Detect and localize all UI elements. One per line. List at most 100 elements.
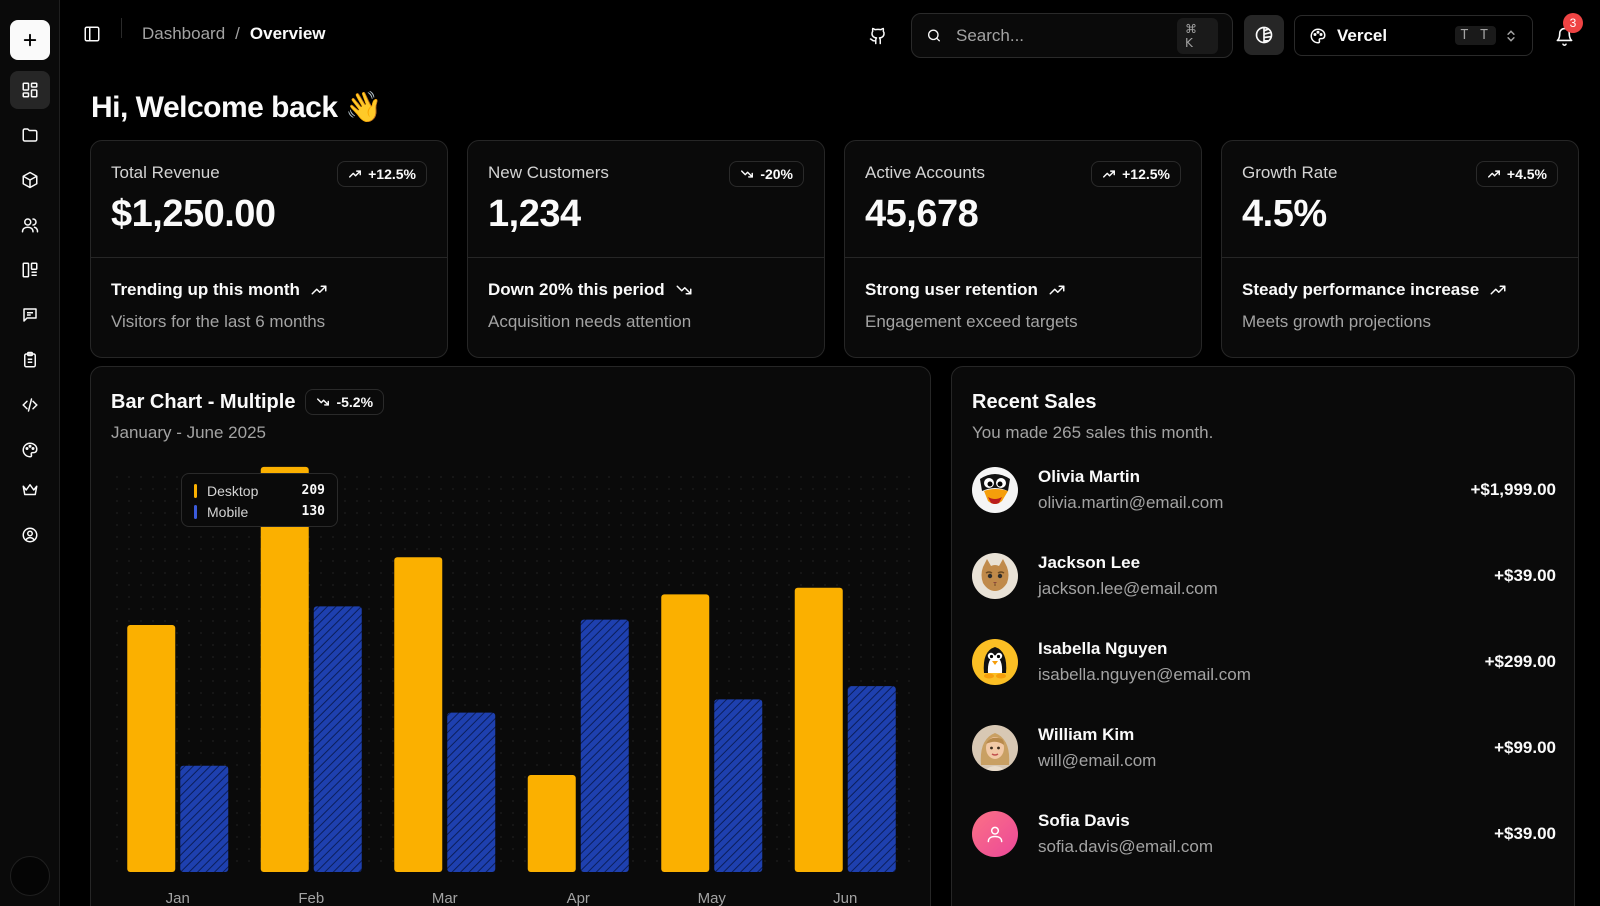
sidebar-item-projects[interactable] [10,116,50,154]
plus-icon [23,33,37,47]
sale-avatar [972,811,1018,857]
search-icon [928,29,940,42]
bar-desktop-jan[interactable] [127,624,176,872]
kpi-value: 1,234 [488,193,581,235]
bar-mobile-apr[interactable] [580,619,629,872]
sale-avatar [972,725,1018,771]
sale-email: will@email.com [1038,751,1157,770]
bar-mobile-may[interactable] [714,699,763,872]
theme-toggle-button[interactable] [1244,15,1284,55]
kpi-card-active-accounts: Active Accounts 45,678 +12.5% Strong use… [844,140,1202,358]
trending-down-icon [317,398,330,406]
sale-row[interactable]: Sofia Davis sofia.davis@email.com +$39.0… [972,809,1556,859]
chevrons-up-down-icon [1507,29,1515,42]
team-switcher[interactable]: Vercel T T [1294,15,1533,56]
kpi-label: Growth Rate [1242,163,1338,182]
sidebar-item-profile[interactable] [10,516,50,554]
sale-row[interactable]: Isabella Nguyen isabella.nguyen@email.co… [972,637,1556,687]
sale-amount: +$39.00 [1494,824,1556,843]
kpi-badge-label: +4.5% [1506,166,1547,182]
kpi-value: $1,250.00 [111,193,276,235]
trending-up-icon [1487,170,1500,178]
search-shortcut: ⌘ K [1177,17,1218,54]
sidebar-item-theme[interactable] [10,431,50,469]
sidebar-item-users[interactable] [10,206,50,244]
panel-left-icon [84,26,100,42]
kpi-trend-label: Down 20% this period [488,280,665,299]
breadcrumb-dashboard[interactable]: Dashboard [142,24,226,43]
sale-email: isabella.nguyen@email.com [1038,665,1251,684]
bar-mobile-jun[interactable] [847,686,896,872]
clipboard-icon [24,351,36,368]
bar-desktop-apr[interactable] [527,775,576,872]
kpi-trend: Strong user retention [865,280,1181,300]
sidebar-item-chat[interactable] [10,296,50,334]
sale-amount: +$1,999.00 [1470,480,1556,499]
chart-badge: -5.2% [305,389,385,415]
sidebar-item-code[interactable] [10,386,50,424]
sidebar-toggle-button[interactable] [80,22,104,46]
code-icon [22,398,38,412]
kpi-trend: Trending up this month [111,280,427,300]
sale-email: olivia.martin@email.com [1038,493,1224,512]
bar-desktop-may[interactable] [661,594,710,872]
recent-sales-card: Recent Sales You made 265 sales this mon… [951,366,1575,906]
sale-avatar [972,639,1018,685]
bar-mobile-feb[interactable] [313,606,362,872]
sidebar-item-kanban[interactable] [10,251,50,289]
chart-badge-label: -5.2% [336,394,374,410]
kpi-value: 45,678 [865,193,979,235]
crown-icon [22,484,38,496]
bar-mobile-mar[interactable] [447,712,496,872]
kpi-badge-label: -20% [760,166,793,182]
sidebar-item-products[interactable] [10,161,50,199]
sale-name: William Kim [1038,725,1135,744]
kpi-description: Visitors for the last 6 months [111,312,326,331]
kpi-label: Total Revenue [111,163,220,182]
kpi-label: New Customers [488,163,609,182]
kpi-badge-label: +12.5% [368,166,416,182]
bar-chart: Jan Feb Mar Apr May Jun [111,466,912,906]
sale-email: sofia.davis@email.com [1038,837,1214,856]
sale-row[interactable]: Jackson Lee jackson.lee@email.com +$39.0… [972,551,1556,601]
bar-desktop-feb[interactable] [260,466,309,872]
bar-desktop-mar[interactable] [394,557,443,872]
sidebar-item-forms[interactable] [10,341,50,379]
palette-icon [1310,27,1326,44]
kpi-trend: Steady performance increase [1242,280,1558,300]
sale-amount: +$299.00 [1484,652,1556,671]
kpi-trend-label: Trending up this month [111,280,300,299]
new-button[interactable] [10,20,50,60]
sidebar-item-dashboard[interactable] [10,71,50,109]
sale-row[interactable]: Olivia Martin olivia.martin@email.com +$… [972,465,1556,515]
team-name: Vercel [1337,25,1388,45]
kpi-card-growth-rate: Growth Rate 4.5% +4.5% Steady performanc… [1221,140,1579,358]
users-icon [21,218,39,233]
x-tick-label: Jun [833,890,857,906]
kpi-badge: -20% [729,161,804,187]
trending-down-icon [741,170,754,178]
user-avatar[interactable] [10,856,50,896]
x-tick-label: Jan [166,890,190,906]
folder-icon [22,128,38,142]
github-button[interactable] [866,24,890,48]
cat-avatar-icon [981,559,1009,591]
sales-title: Recent Sales [972,391,1097,413]
search-bar[interactable]: ⌘ K [911,13,1233,58]
sale-email: jackson.lee@email.com [1038,579,1218,598]
search-input[interactable] [956,25,1177,46]
x-tick-label: Feb [298,890,324,906]
sale-name: Olivia Martin [1038,467,1141,486]
sidebar-item-pro[interactable] [10,471,50,509]
breadcrumb: Dashboard / Overview [142,24,326,44]
kpi-label: Active Accounts [865,163,986,182]
chart-header: Bar Chart - Multiple -5.2% [111,389,385,415]
trending-up-icon [1049,285,1065,295]
bar-mobile-jan[interactable] [180,765,229,872]
sale-row[interactable]: William Kim will@email.com +$99.00 [972,723,1556,773]
team-initials: T T [1454,26,1496,45]
tooltip-value: 209 [301,483,325,498]
bar-desktop-jun[interactable] [794,587,843,872]
kpi-description: Acquisition needs attention [488,312,692,331]
trending-down-icon [676,285,692,295]
